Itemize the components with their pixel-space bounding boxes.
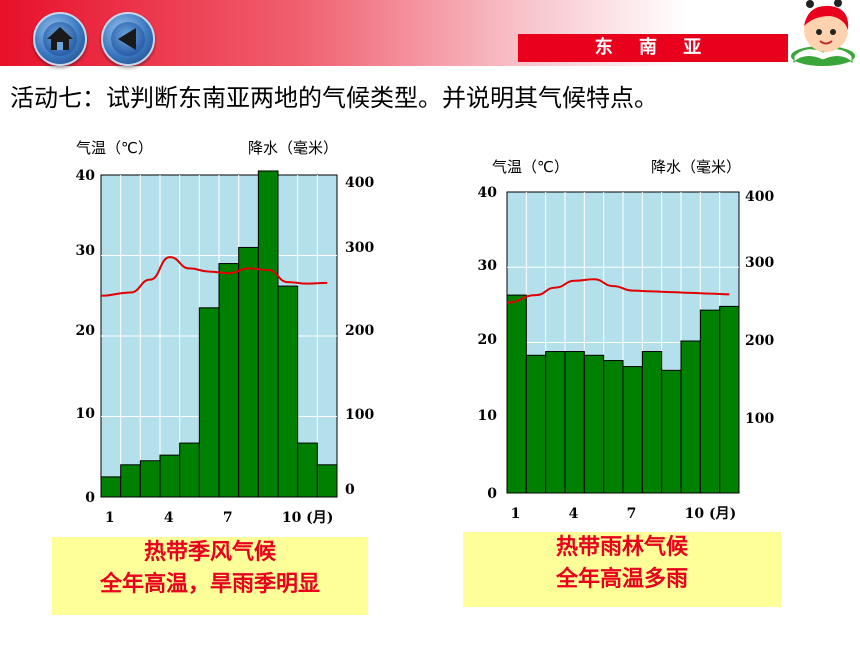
page-title: 活动七：试判断东南亚两地的气候类型。并说明其气候特点。 (10, 84, 658, 112)
precip-tick-label: 100 (745, 411, 774, 427)
caption-rainforest: 热带雨林气候 全年高温多雨 (463, 532, 781, 607)
precip-bar (238, 246, 259, 498)
back-button[interactable] (101, 12, 155, 66)
precip-bar (100, 476, 122, 498)
caption-monsoon: 热带季风气候 全年高温，旱雨季明显 (52, 537, 368, 615)
precip-bar (218, 263, 240, 498)
temp-tick-label: 10 (76, 406, 96, 422)
precip-bar (297, 442, 318, 498)
precip-bar (603, 360, 624, 494)
temp-tick-label: 40 (76, 168, 96, 184)
precip-tick-label: 300 (345, 240, 374, 256)
precip-tick-label: 100 (345, 407, 374, 423)
chart-tropical-rainforest: 气温（℃） 降水（毫米） 0 10 20 30 40 100 200 300 400 1 4 7 10 (月… (478, 158, 775, 522)
home-button[interactable] (33, 12, 87, 66)
month-tick-label: 4 (569, 506, 579, 522)
precip-tick-label: 400 (745, 189, 774, 205)
precip-bar (641, 351, 663, 494)
precip-bar (139, 460, 161, 498)
month-tick-label: 4 (164, 510, 174, 526)
precip-bar (257, 170, 279, 498)
caption-monsoon-feature: 全年高温，旱雨季明显 (99, 572, 320, 597)
region-label: 东 南 亚 (518, 34, 788, 62)
caption-monsoon-type: 热带季风气候 (143, 540, 276, 565)
precip-tick-label: 200 (345, 323, 374, 339)
month-tick-label: 1 (105, 510, 115, 526)
precip-axis-label: 降水（毫米） (248, 139, 338, 157)
temp-tick-label: 40 (478, 185, 498, 201)
precip-tick-label: 0 (345, 482, 355, 498)
temp-tick-label: 20 (478, 332, 498, 348)
precip-bar (120, 464, 141, 498)
month-tick-label: 10 (月) (685, 506, 737, 522)
mascot-icon (791, 0, 855, 66)
precip-bar (699, 309, 721, 494)
precip-tick-label: 300 (745, 255, 774, 271)
temp-axis-label: 气温（℃） (76, 139, 153, 157)
precip-bar (316, 464, 338, 498)
temp-tick-label: 0 (487, 486, 497, 502)
month-tick-label: 10 (月) (282, 510, 334, 526)
precip-bar (159, 454, 181, 498)
caption-rainforest-type: 热带雨林气候 (555, 535, 688, 560)
precip-tick-label: 200 (745, 333, 774, 349)
precip-bar (198, 307, 220, 498)
precip-bar (583, 354, 605, 494)
home-icon (47, 27, 73, 50)
precip-bar (506, 294, 527, 494)
precip-bar (545, 351, 566, 494)
precip-bar (564, 351, 585, 494)
temp-tick-label: 30 (76, 243, 96, 259)
temperature-line (100, 256, 328, 297)
precip-bar (680, 340, 701, 494)
temperature-line (506, 278, 730, 304)
precip-bar (277, 285, 299, 498)
temp-tick-label: 0 (85, 490, 95, 506)
temp-tick-label: 10 (478, 408, 498, 424)
precip-bar (179, 442, 200, 498)
month-tick-label: 7 (627, 506, 637, 522)
precip-bar (719, 305, 740, 494)
precip-bar (622, 366, 643, 494)
caption-rainforest-feature: 全年高温多雨 (555, 567, 688, 592)
precip-bar (525, 354, 547, 494)
precip-axis-label: 降水（毫米） (651, 158, 741, 176)
temp-tick-label: 30 (478, 258, 498, 274)
temp-axis-label: 气温（℃） (492, 158, 569, 176)
month-tick-label: 7 (223, 510, 233, 526)
temp-tick-label: 20 (76, 323, 96, 339)
month-tick-label: 1 (511, 506, 521, 522)
precip-bar (661, 369, 682, 494)
back-arrow-icon (118, 28, 136, 50)
precip-tick-label: 400 (345, 175, 374, 191)
